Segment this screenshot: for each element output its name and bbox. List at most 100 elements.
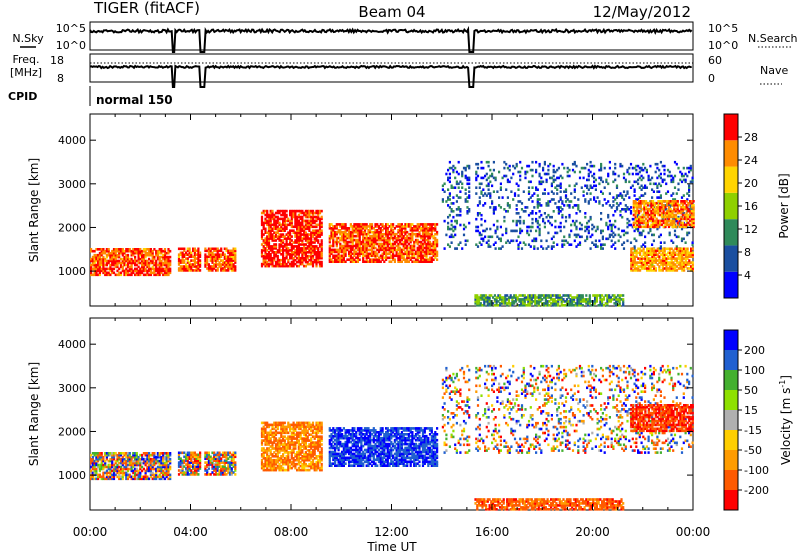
echo-cell bbox=[638, 225, 641, 229]
echo-cell bbox=[128, 248, 131, 251]
echo-cell bbox=[155, 251, 158, 255]
echo-cell bbox=[386, 242, 389, 246]
echo-cell bbox=[367, 260, 370, 263]
echo-cell bbox=[413, 244, 416, 248]
echo-cell bbox=[683, 263, 686, 266]
echo-cell bbox=[658, 251, 661, 255]
echo-cell bbox=[311, 217, 315, 221]
echo-cell bbox=[638, 166, 641, 170]
echo-cell bbox=[134, 273, 137, 277]
echo-cell bbox=[118, 453, 121, 457]
echo-cell bbox=[337, 236, 340, 240]
echo-cell bbox=[399, 227, 402, 230]
echo-cell bbox=[402, 248, 405, 252]
echo-cell bbox=[635, 239, 638, 243]
echo-cell bbox=[311, 249, 315, 252]
echo-cell bbox=[636, 205, 639, 209]
echo-cell bbox=[234, 251, 237, 255]
echo-cell bbox=[576, 294, 579, 297]
echo-cell bbox=[260, 221, 264, 225]
echo-cell bbox=[537, 300, 540, 303]
echo-cell bbox=[282, 264, 285, 268]
echo-cell bbox=[383, 246, 386, 250]
echo-cell bbox=[158, 249, 161, 253]
echo-cell bbox=[362, 223, 365, 226]
echo-cell bbox=[523, 294, 526, 297]
echo-cell bbox=[98, 271, 101, 275]
echo-cell bbox=[622, 302, 625, 305]
echo-cell bbox=[282, 211, 285, 215]
echo-cell bbox=[93, 452, 96, 455]
echo-cell bbox=[608, 192, 611, 195]
echo-cell bbox=[547, 204, 550, 207]
echo-cell bbox=[393, 260, 396, 263]
echo-cell bbox=[232, 263, 235, 266]
echo-cell bbox=[367, 232, 370, 236]
echo-cell bbox=[365, 232, 368, 236]
echo-cell bbox=[404, 232, 407, 236]
echo-cell bbox=[674, 253, 677, 256]
echo-cell bbox=[661, 247, 664, 251]
echo-cell bbox=[362, 246, 365, 250]
echo-cell bbox=[377, 260, 381, 263]
echo-cell bbox=[97, 452, 100, 455]
echo-cell bbox=[91, 459, 94, 463]
echo-cell bbox=[404, 252, 407, 256]
echo-cell bbox=[223, 269, 226, 272]
echo-cell bbox=[413, 232, 416, 236]
echo-cell bbox=[121, 475, 124, 479]
echo-cell bbox=[299, 235, 302, 238]
echo-cell bbox=[646, 223, 649, 227]
echo-cell bbox=[554, 186, 557, 189]
echo-cell bbox=[583, 300, 586, 303]
echo-cell bbox=[137, 265, 140, 269]
echo-cell bbox=[349, 232, 352, 236]
echo-cell bbox=[690, 209, 693, 213]
echo-cell bbox=[104, 259, 107, 263]
echo-cell bbox=[308, 254, 311, 258]
echo-cell bbox=[132, 248, 135, 251]
echo-cell bbox=[369, 260, 372, 263]
echo-cell bbox=[600, 245, 603, 248]
echo-cell bbox=[606, 294, 609, 297]
echo-cell bbox=[547, 202, 550, 205]
echo-cell bbox=[486, 298, 489, 301]
echo-cell bbox=[297, 227, 300, 231]
echo-cell bbox=[169, 267, 172, 271]
echo-cell bbox=[230, 251, 233, 255]
echo-cell bbox=[280, 229, 283, 232]
echo-cell bbox=[691, 178, 694, 182]
echo-cell bbox=[551, 304, 554, 307]
echo-cell bbox=[260, 235, 264, 238]
echo-cell bbox=[167, 249, 170, 253]
echo-cell bbox=[570, 243, 573, 246]
echo-cell bbox=[489, 245, 492, 248]
echo-cell bbox=[640, 259, 643, 262]
echo-cell bbox=[209, 257, 212, 260]
echo-cell bbox=[142, 267, 145, 271]
echo-cell bbox=[160, 259, 163, 263]
colorbar-tick-label: 12 bbox=[744, 223, 758, 236]
echo-cell bbox=[554, 170, 557, 174]
echo-cell bbox=[653, 255, 656, 258]
echo-cell bbox=[358, 227, 361, 230]
echo-cell bbox=[351, 258, 354, 261]
echo-cell bbox=[521, 294, 525, 297]
echo-cell bbox=[663, 259, 666, 262]
echo-cell bbox=[315, 225, 318, 229]
echo-cell bbox=[475, 192, 478, 195]
echo-cell bbox=[630, 267, 633, 270]
echo-cell bbox=[317, 247, 320, 250]
echo-cell bbox=[304, 243, 307, 246]
echo-cell bbox=[400, 225, 403, 228]
echo-cell bbox=[536, 247, 539, 250]
echo-cell bbox=[554, 225, 557, 229]
echo-cell bbox=[296, 219, 299, 223]
echo-cell bbox=[406, 234, 409, 238]
echo-cell bbox=[589, 184, 592, 188]
echo-cell bbox=[151, 253, 154, 257]
echo-cell bbox=[503, 219, 506, 223]
echo-cell bbox=[315, 219, 318, 223]
echo-cell bbox=[680, 180, 684, 184]
